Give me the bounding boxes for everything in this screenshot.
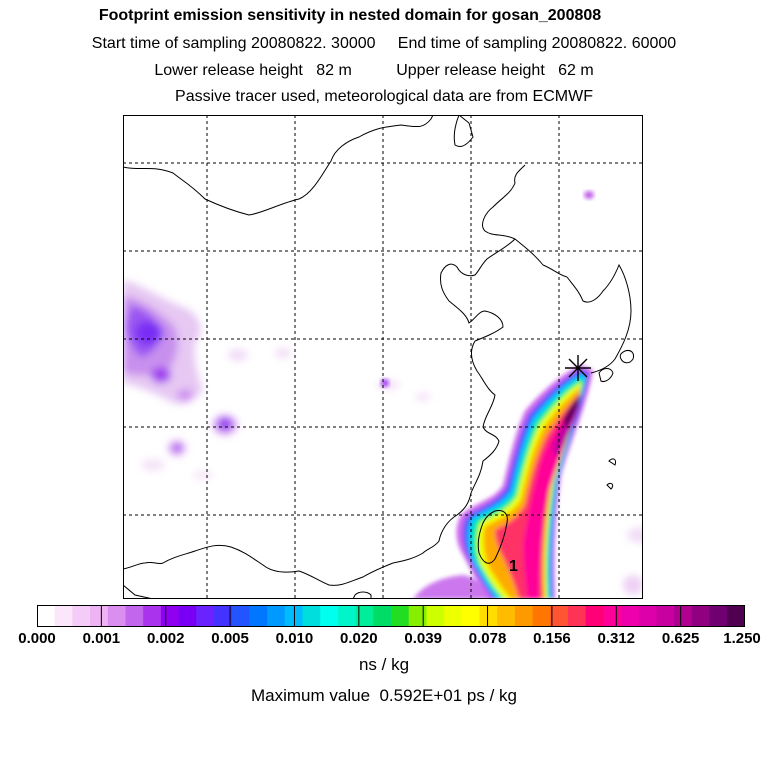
colorbar-tick-label: 0.039 — [404, 630, 442, 647]
colorbar-cell — [444, 605, 463, 627]
colorbar-cell — [638, 605, 657, 627]
colorbar-tick-label: 1.250 — [723, 630, 761, 647]
maximum-value: Maximum value 0.592E+01 ps / kg — [251, 686, 517, 705]
plot-title: Footprint emission sensitivity in nested… — [98, 7, 602, 24]
colorbar-cell — [514, 605, 534, 627]
colorbar-cell — [691, 605, 711, 627]
colorbar-tick-label: 0.000 — [18, 630, 56, 647]
colorbar-cell — [461, 605, 480, 627]
colorbar-cell — [72, 605, 91, 627]
map-frame — [123, 115, 643, 599]
colorbar-tick-label: 0.156 — [533, 630, 571, 647]
colorbar-cell — [674, 605, 693, 627]
colorbar-cell — [125, 605, 144, 627]
colorbar-cell — [656, 605, 675, 627]
colorbar-cell — [37, 605, 56, 627]
colorbar-cell — [603, 605, 622, 627]
plume-label: 1 — [509, 558, 518, 575]
colorbar-cell — [90, 605, 109, 627]
colorbar-tick-label: 0.010 — [275, 630, 314, 647]
colorbar-cell — [550, 605, 569, 627]
receptor-star-icon — [565, 355, 591, 381]
colorbar-cell — [320, 605, 339, 627]
colorbar-cell — [302, 605, 321, 627]
lat-lon-grid — [123, 115, 643, 599]
colorbar-frame — [37, 605, 745, 627]
colorbar-cell — [391, 605, 410, 627]
colorbar-cells — [37, 605, 745, 627]
colorbar-tick-label: 0.005 — [211, 630, 249, 647]
colorbar-tick-label: 0.001 — [82, 630, 121, 647]
colorbar-cell — [408, 605, 427, 627]
colorbar-tick-label: 0.312 — [597, 630, 636, 647]
colorbar-cell — [585, 605, 604, 627]
colorbar-cell — [532, 605, 551, 627]
colorbar-cell — [355, 605, 374, 627]
colorbar-ticks — [100, 605, 682, 627]
colorbar-cell — [54, 605, 73, 627]
colorbar-cell — [267, 605, 286, 627]
colorbar-tick-label: 0.078 — [468, 630, 507, 647]
tracer-info-line: Passive tracer used, meteorological data… — [175, 88, 593, 105]
sampling-time-line: Start time of sampling 20080822. 30000 E… — [91, 35, 677, 52]
colorbar-tick-label: 0.020 — [340, 630, 378, 647]
colorbar-cell — [337, 605, 357, 627]
colorbar-cell — [426, 605, 445, 627]
colorbar-cell — [231, 605, 250, 627]
colorbar-cell — [178, 605, 197, 627]
colorbar-cell — [160, 605, 180, 627]
release-height-line: Lower release height 82 m Upper release … — [154, 62, 594, 79]
colorbar-cell — [284, 605, 303, 627]
colorbar-cell — [373, 605, 392, 627]
colorbar — [37, 605, 745, 627]
colorbar-unit: ns / kg — [358, 655, 410, 674]
colorbar-cell — [621, 605, 640, 627]
colorbar-cell — [214, 605, 233, 627]
colorbar-cell — [497, 605, 516, 627]
footprint-map: 1 — [123, 115, 643, 599]
colorbar-cell — [143, 605, 162, 627]
colorbar-cell — [568, 605, 587, 627]
colorbar-cell — [709, 605, 728, 627]
colorbar-cell — [196, 605, 215, 627]
colorbar-cell — [107, 605, 126, 627]
colorbar-cell — [479, 605, 498, 627]
colorbar-cell — [727, 605, 745, 627]
colorbar-tick-label: 0.002 — [146, 630, 185, 647]
colorbar-tick-label: 0.625 — [661, 630, 700, 647]
coastlines — [123, 115, 634, 599]
colorbar-cell — [249, 605, 268, 627]
